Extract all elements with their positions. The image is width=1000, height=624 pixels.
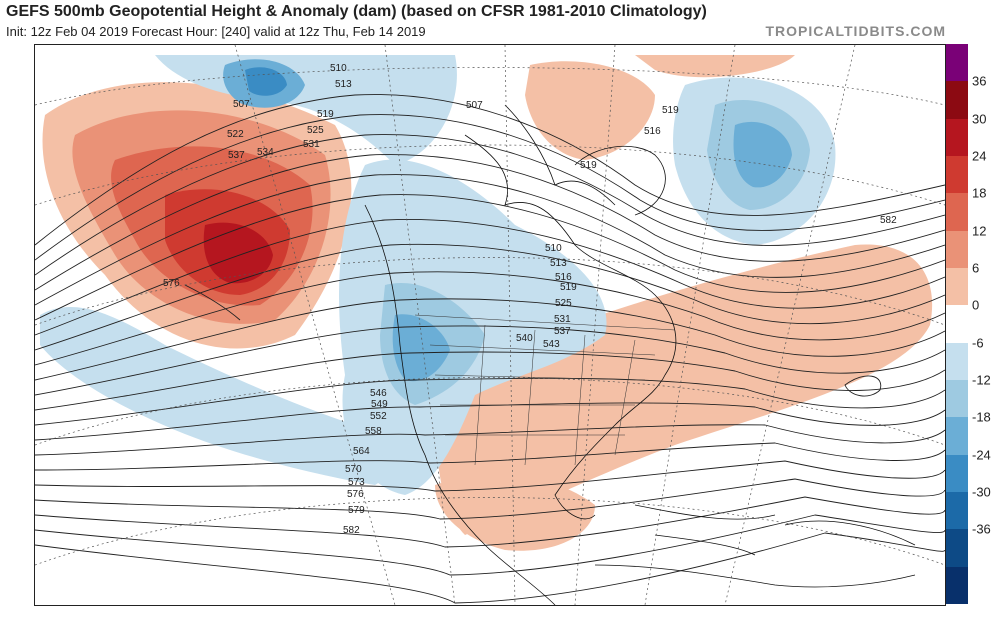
contour-label: 507 <box>233 99 250 110</box>
colorbar-tick-label: 30 <box>972 111 987 127</box>
colorbar-segment <box>946 193 968 232</box>
chart-title: GEFS 500mb Geopotential Height & Anomaly… <box>6 3 707 20</box>
colorbar-segment <box>946 305 968 344</box>
contour-label: 576 <box>163 278 180 289</box>
colorbar-tick-label: -12 <box>972 372 991 388</box>
positive-anomaly-areas <box>42 55 933 551</box>
forecast-info: Init: 12z Feb 04 2019 Forecast Hour: [24… <box>6 24 426 39</box>
contour-label: 513 <box>550 258 567 269</box>
colorbar-segment <box>946 44 968 82</box>
colorbar-tick-label: -18 <box>972 409 991 425</box>
anomaly-colorbar <box>946 44 968 605</box>
contour-label: 576 <box>347 489 364 500</box>
colorbar-tick-label: 18 <box>972 185 987 201</box>
colorbar-segment <box>946 492 968 530</box>
graticule <box>35 45 945 605</box>
contour-label: 552 <box>370 411 387 422</box>
height-anomaly-map: 510 513 507 519 522 525 531 534 537 576 … <box>35 45 945 605</box>
contour-label: 513 <box>335 79 352 90</box>
colorbar-segment <box>946 268 968 306</box>
contour-label: 564 <box>353 446 370 457</box>
colorbar-segment <box>946 156 968 194</box>
contour-label: 543 <box>543 339 560 350</box>
colorbar-tick-label: 12 <box>972 223 987 239</box>
colorbar-tick-label: 36 <box>972 73 987 89</box>
colorbar-tick-label: 24 <box>972 148 987 164</box>
contour-label: 519 <box>662 105 679 116</box>
contour-label: 519 <box>560 282 577 293</box>
contour-label: 579 <box>348 505 365 516</box>
contour-label: 525 <box>555 298 572 309</box>
contour-label: 540 <box>516 333 533 344</box>
colorbar-tick-label: -30 <box>972 484 991 500</box>
site-credit: TROPICALTIDBITS.COM <box>765 23 946 39</box>
contour-label: 525 <box>307 125 324 136</box>
contour-label: 582 <box>880 215 897 226</box>
colorbar-segment <box>946 118 968 157</box>
contour-label: 519 <box>317 109 334 120</box>
political-borders <box>414 314 676 466</box>
contour-label: 534 <box>257 147 274 158</box>
contour-label: 531 <box>554 314 571 325</box>
colorbar-segment <box>946 342 968 381</box>
contour-label: 537 <box>554 326 571 337</box>
map-panel: 510 513 507 519 522 525 531 534 537 576 … <box>34 44 946 606</box>
contour-label: 537 <box>228 150 245 161</box>
contour-label: 516 <box>644 126 661 137</box>
colorbar-segment <box>946 417 968 456</box>
colorbar-segment <box>946 529 968 568</box>
colorbar-segment <box>946 230 968 269</box>
contour-label: 573 <box>348 477 365 488</box>
contour-label: 558 <box>365 426 382 437</box>
contour-label: 582 <box>343 525 360 536</box>
colorbar-tick-label: 0 <box>972 297 980 313</box>
colorbar-segment <box>946 566 968 605</box>
colorbar-tick-label: -6 <box>972 335 984 351</box>
contour-label: 507 <box>466 100 483 111</box>
contour-label: 519 <box>580 160 597 171</box>
contour-label: 549 <box>371 399 388 410</box>
contour-label: 510 <box>545 243 562 254</box>
contour-label: 570 <box>345 464 362 475</box>
colorbar-tick-label: -36 <box>972 521 991 537</box>
contour-labels: 510 513 507 519 522 525 531 534 537 576 … <box>163 63 897 536</box>
contour-label: 510 <box>330 63 347 74</box>
coastlines <box>364 104 916 605</box>
colorbar-segment <box>946 380 968 418</box>
contour-label: 522 <box>227 129 244 140</box>
colorbar-tick-label: 6 <box>972 260 980 276</box>
contour-label: 546 <box>370 388 387 399</box>
contour-label: 516 <box>555 272 572 283</box>
contour-label: 531 <box>303 139 320 150</box>
colorbar-segment <box>946 454 968 493</box>
colorbar-tick-label: -24 <box>972 447 991 463</box>
negative-anomaly-areas <box>40 55 836 495</box>
colorbar-segment <box>946 81 968 120</box>
